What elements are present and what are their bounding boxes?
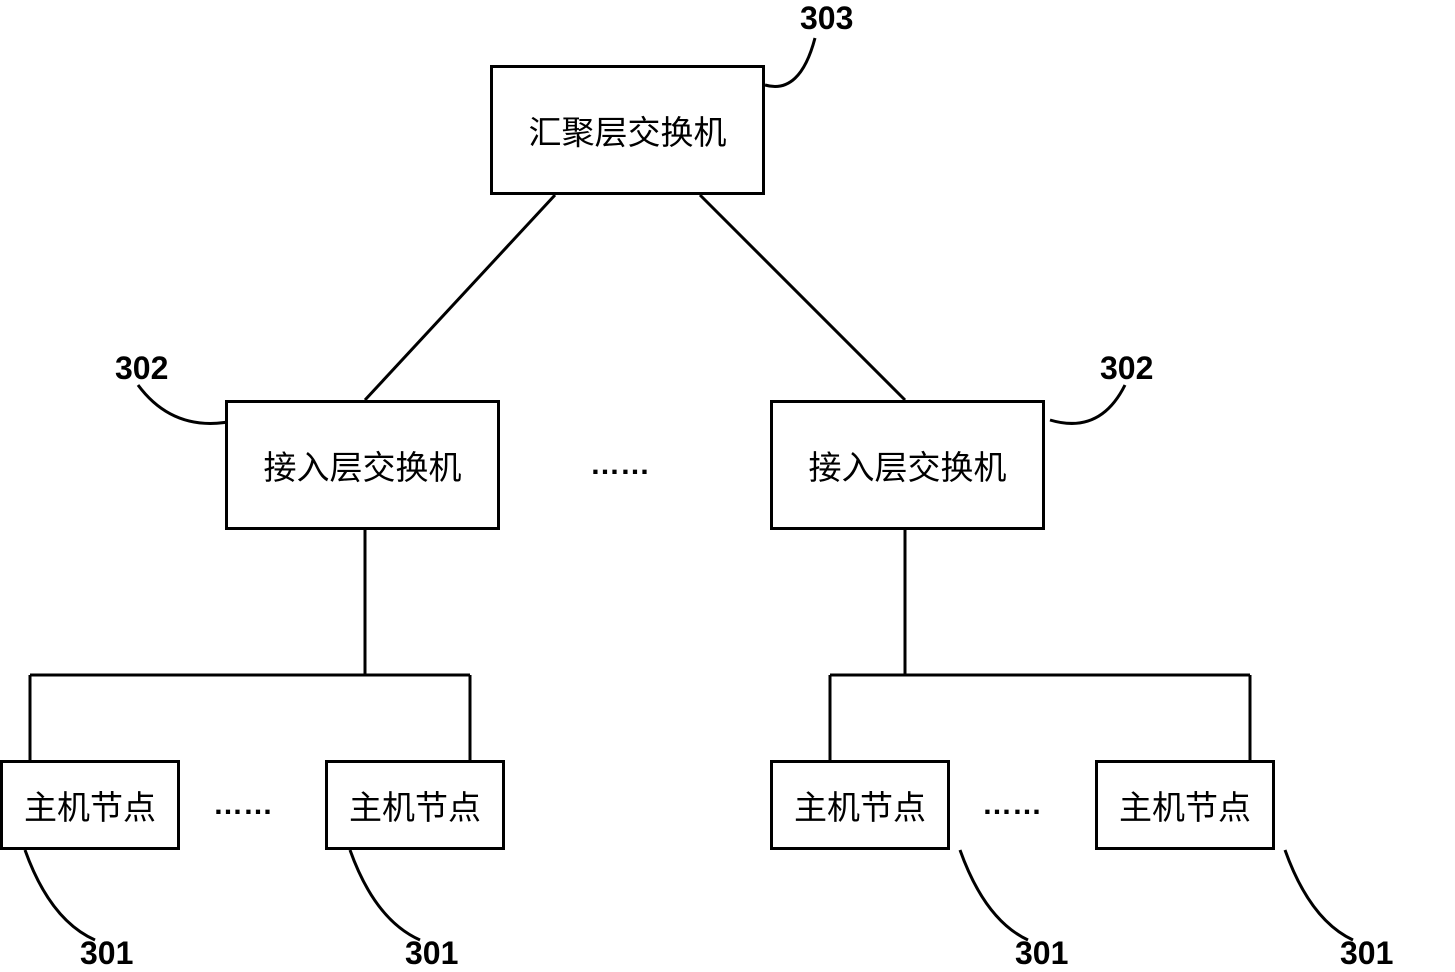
ref-303-text: 303 — [800, 0, 853, 36]
host-node-2-label: 主机节点 — [349, 781, 481, 829]
ellipsis-host-left: …… — [213, 788, 273, 822]
host-node-4-label: 主机节点 — [1119, 781, 1251, 829]
ref-301-4: 301 — [1340, 935, 1393, 972]
ref-303: 303 — [800, 0, 853, 37]
ref-301-1-text: 301 — [80, 935, 133, 971]
access-switch-left-box: 接入层交换机 — [225, 400, 500, 530]
ref-302-right: 302 — [1100, 350, 1153, 387]
ref-302-left-text: 302 — [115, 350, 168, 386]
access-switch-right-label: 接入层交换机 — [809, 441, 1007, 489]
host-node-2-box: 主机节点 — [325, 760, 505, 850]
ellipsis-host-right-text: …… — [982, 788, 1042, 821]
ellipsis-host-left-text: …… — [213, 788, 273, 821]
ref-301-2: 301 — [405, 935, 458, 972]
ref-302-left: 302 — [115, 350, 168, 387]
ellipsis-access: …… — [590, 448, 650, 482]
host-node-1-label: 主机节点 — [24, 781, 156, 829]
ellipsis-access-text: …… — [590, 448, 650, 481]
ref-301-4-text: 301 — [1340, 935, 1393, 971]
ref-302-right-text: 302 — [1100, 350, 1153, 386]
ellipsis-host-right: …… — [982, 788, 1042, 822]
ref-301-1: 301 — [80, 935, 133, 972]
host-node-3-label: 主机节点 — [794, 781, 926, 829]
aggregation-switch-label: 汇聚层交换机 — [529, 106, 727, 154]
access-switch-left-label: 接入层交换机 — [264, 441, 462, 489]
ref-301-3-text: 301 — [1015, 935, 1068, 971]
host-node-1-box: 主机节点 — [0, 760, 180, 850]
aggregation-switch-box: 汇聚层交换机 — [490, 65, 765, 195]
host-node-4-box: 主机节点 — [1095, 760, 1275, 850]
ref-301-2-text: 301 — [405, 935, 458, 971]
ref-301-3: 301 — [1015, 935, 1068, 972]
access-switch-right-box: 接入层交换机 — [770, 400, 1045, 530]
host-node-3-box: 主机节点 — [770, 760, 950, 850]
